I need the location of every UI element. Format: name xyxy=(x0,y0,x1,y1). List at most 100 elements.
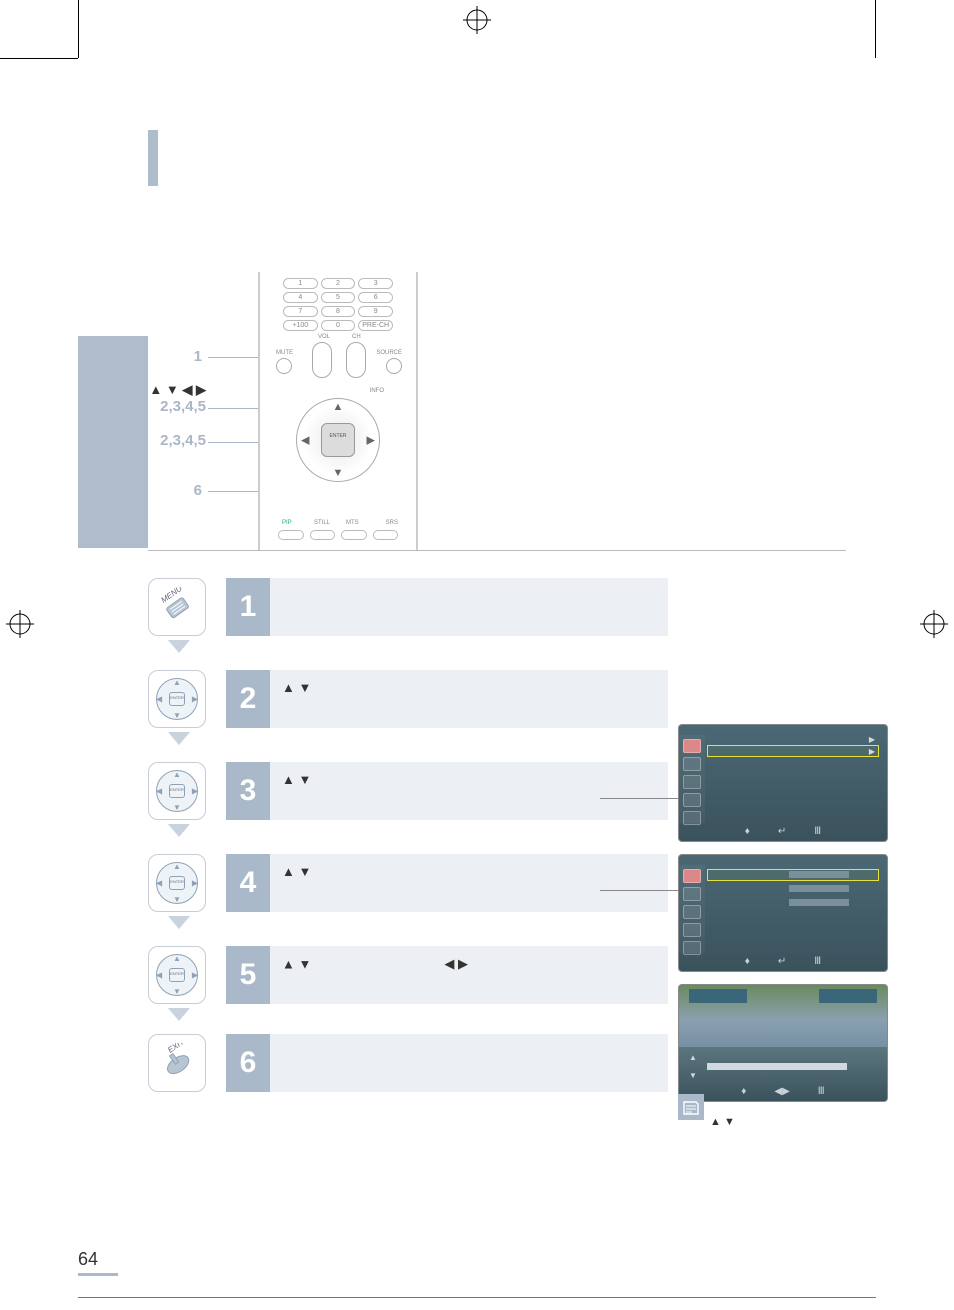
enter-label: ENTER xyxy=(170,971,184,976)
registration-mark-top xyxy=(463,6,491,39)
remote-key: 7 xyxy=(283,306,318,317)
remote-key: 8 xyxy=(321,306,356,317)
osd-slider xyxy=(789,899,849,906)
remote-footer-row xyxy=(278,530,398,540)
remote-key: 4 xyxy=(283,292,318,303)
osd-footer-glyph: ◀▶ xyxy=(774,1086,789,1097)
step-number: 3 xyxy=(226,762,270,820)
osd-tab-icon xyxy=(683,923,701,937)
down-arrow-icon: ▼ xyxy=(333,467,344,479)
step-text: ▲ ▼ ◀ ▶ xyxy=(270,946,668,1004)
remote-pill xyxy=(310,530,336,540)
exit-button-icon: EXIT xyxy=(148,1034,206,1092)
callout-2: 2,3,4,5 xyxy=(78,398,206,415)
step-arrows: ▲ ▼ xyxy=(282,680,311,695)
osd-tab-icon xyxy=(683,905,701,919)
remote-key: 9 xyxy=(358,306,393,317)
enter-label: ENTER xyxy=(170,787,184,792)
dpad-icon: ENTER ▲ ▼ ◀ ▶ xyxy=(148,762,206,820)
registration-mark-right xyxy=(920,610,948,643)
osd-slider xyxy=(707,1063,847,1070)
remote-label-pip: PIP xyxy=(282,520,292,526)
osd-footer: ♦ ◀▶ Ⅲ xyxy=(679,1083,887,1099)
remote-dpad: ENTER ▲ ▼ ◀ ▶ xyxy=(296,398,380,482)
step-row: ENTER ▲ ▼ ◀ ▶ 4 ▲ ▼ xyxy=(148,850,668,936)
step-arrows-2: ◀ ▶ xyxy=(444,956,468,971)
step-text xyxy=(270,578,668,636)
step-number: 5 xyxy=(226,946,270,1004)
chevron-down-icon xyxy=(168,916,190,929)
remote-illustration: 1 2 3 4 5 6 7 8 9 +100 0 PRE-CH VOL CH M… xyxy=(258,272,418,550)
step-row: EXIT 6 xyxy=(148,1034,668,1098)
step-text xyxy=(270,1034,668,1092)
step-row: ENTER ▲ ▼ ◀ ▶ 2 ▲ ▼ xyxy=(148,666,668,752)
ch-rocker-icon xyxy=(346,342,366,378)
remote-key: 2 xyxy=(321,278,356,289)
osd-tab-icon xyxy=(683,775,701,789)
callout-arrows: ▲ ▼ ◀ ▶ xyxy=(78,382,206,398)
remote-keypad: 1 2 3 4 5 6 7 8 9 +100 0 PRE-CH xyxy=(283,278,393,331)
step-text: ▲ ▼ xyxy=(270,670,668,728)
osd-footer-glyph: ♦ xyxy=(745,826,750,837)
osd-highlight xyxy=(707,745,879,757)
osd-arrow-icon: ▲ xyxy=(689,1053,697,1062)
screenshots-column: ▶ ▶ ♦↵Ⅲ ♦↵Ⅲ xyxy=(678,724,888,1114)
remote-key: +100 xyxy=(283,320,318,331)
osd-arrow-icon: ▼ xyxy=(689,1071,697,1080)
osd-footer-glyph: Ⅲ xyxy=(814,956,821,967)
osd-tab-icon xyxy=(683,869,701,883)
osd-body: ▶ ▶ xyxy=(707,735,883,821)
callout-3: 2,3,4,5 xyxy=(78,432,206,449)
osd-tab-icon xyxy=(683,887,701,901)
up-arrow-icon: ▲ xyxy=(333,401,344,413)
osd-slider xyxy=(789,885,849,892)
remote-enter: ENTER xyxy=(321,423,355,457)
osd-footer: ♦↵Ⅲ xyxy=(679,823,887,839)
osd-arrow-icon: ▶ xyxy=(869,735,875,744)
osd-tab-icon xyxy=(683,757,701,771)
remote-label-vol: VOL xyxy=(318,334,330,340)
osd-sidebar xyxy=(679,735,705,823)
osd-footer-glyph: Ⅲ xyxy=(818,1086,825,1097)
remote-pill xyxy=(373,530,399,540)
left-arrow-icon: ◀ xyxy=(301,434,309,447)
leader-line xyxy=(600,890,678,891)
osd-screenshot-1: ▶ ▶ ♦↵Ⅲ xyxy=(678,724,888,842)
remote-key: PRE-CH xyxy=(358,320,393,331)
osd-footer-glyph: ↵ xyxy=(778,956,786,967)
osd-tab-icon xyxy=(683,793,701,807)
osd-sidebar xyxy=(679,865,705,953)
osd-footer-glyph: ♦ xyxy=(741,1086,746,1097)
remote-pill xyxy=(341,530,367,540)
source-button-icon xyxy=(386,358,402,374)
crop-mark xyxy=(875,0,876,58)
divider xyxy=(148,550,846,551)
dpad-icon: ENTER ▲ ▼ ◀ ▶ xyxy=(148,854,206,912)
page-number-rule xyxy=(78,1273,118,1276)
step-number: 6 xyxy=(226,1034,270,1092)
registration-mark-left xyxy=(6,610,34,643)
leader-line xyxy=(600,798,678,799)
vol-rocker-icon xyxy=(312,342,332,378)
footer-crop-line xyxy=(78,1297,876,1298)
remote-label-info: INFO xyxy=(370,388,384,394)
note-arrows: ▲ ▼ xyxy=(710,1116,735,1128)
osd-badge xyxy=(689,989,747,1003)
mute-button-icon xyxy=(276,358,292,374)
menu-button-icon: MENU xyxy=(148,578,206,636)
osd-slider xyxy=(789,871,849,878)
crop-mark xyxy=(78,0,79,58)
step-arrows: ▲ ▼ xyxy=(282,957,311,972)
callout-4: 6 xyxy=(78,482,202,499)
osd-footer: ♦↵Ⅲ xyxy=(679,953,887,969)
steps-list: MENU 1 ENTER ▲ ▼ ◀ ▶ 2 ▲ ▼ xyxy=(148,574,668,1104)
note-icon xyxy=(678,1094,704,1120)
remote-key: 0 xyxy=(321,320,356,331)
enter-label: ENTER xyxy=(170,879,184,884)
step-row: MENU 1 xyxy=(148,574,668,660)
step-arrows: ▲ ▼ xyxy=(282,864,311,879)
osd-screenshot-3: ▲ ▼ ♦ ◀▶ Ⅲ xyxy=(678,984,888,1102)
osd-body xyxy=(707,865,883,951)
osd-panel: ▲ ▼ ♦ ◀▶ Ⅲ xyxy=(679,1047,887,1101)
step-text: ▲ ▼ xyxy=(270,854,668,912)
